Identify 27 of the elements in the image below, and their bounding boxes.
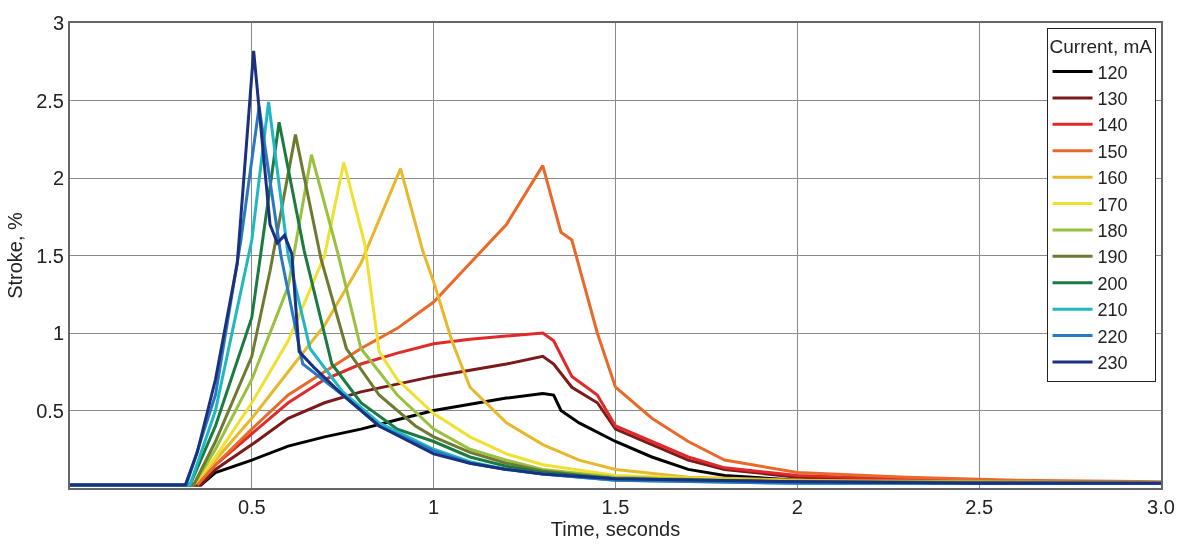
x-tick-label: 0.5 (237, 496, 266, 518)
legend-label: 150 (1097, 141, 1128, 162)
x-tick-label: 3.0 (1147, 496, 1175, 518)
x-tick-label: 2 (791, 496, 803, 518)
y-tick-label: 1 (52, 322, 64, 344)
legend-label: 200 (1097, 273, 1128, 294)
legend-label: 220 (1097, 326, 1128, 347)
y-axis-title: Stroke, % (4, 211, 27, 299)
x-tick-label: 1 (428, 496, 440, 518)
legend-label: 210 (1097, 300, 1128, 321)
legend-label: 120 (1097, 62, 1128, 83)
y-tick-label: 1.5 (36, 244, 64, 267)
legend-label: 230 (1097, 352, 1128, 373)
legend-title: Current, mA (1049, 36, 1153, 58)
legend-label: 140 (1097, 115, 1128, 136)
y-tick-label: 2.5 (36, 89, 64, 112)
y-tick-label: 3 (52, 12, 64, 34)
legend-label: 180 (1097, 220, 1128, 241)
y-tick-label: 0.5 (36, 399, 64, 422)
legend-label: 160 (1097, 168, 1128, 189)
legend-label: 130 (1097, 88, 1128, 109)
legend-label: 170 (1097, 194, 1128, 215)
y-tick-label: 2 (52, 167, 64, 189)
legend-label: 190 (1097, 247, 1128, 268)
x-axis-title: Time, seconds (550, 518, 681, 540)
x-tick-label: 1.5 (601, 496, 630, 518)
x-tick-label: 2.5 (965, 496, 994, 518)
